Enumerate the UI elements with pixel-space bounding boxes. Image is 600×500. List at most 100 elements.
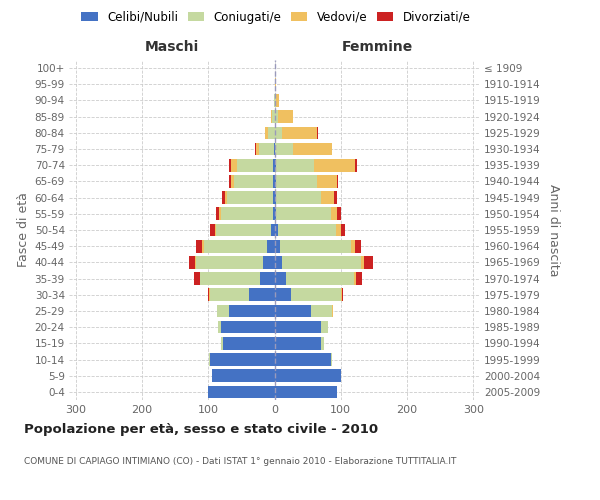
Bar	[337, 208, 341, 220]
Bar	[232, 175, 234, 188]
Bar	[276, 175, 317, 188]
Bar	[226, 192, 227, 204]
Bar	[229, 175, 232, 188]
Y-axis label: Fasce di età: Fasce di età	[17, 192, 31, 268]
Text: Maschi: Maschi	[145, 40, 199, 54]
Bar	[276, 159, 314, 172]
Text: COMUNE DI CAPIAGO INTIMIANO (CO) - Dati ISTAT 1° gennaio 2010 - Elaborazione TUT: COMUNE DI CAPIAGO INTIMIANO (CO) - Dati …	[24, 458, 457, 466]
Bar	[232, 159, 237, 172]
Bar	[321, 192, 334, 204]
Bar	[271, 110, 272, 123]
Bar	[209, 224, 215, 236]
Bar	[221, 321, 275, 334]
Bar	[291, 288, 341, 301]
Bar	[333, 304, 334, 318]
Bar	[364, 256, 373, 268]
Bar	[272, 175, 275, 188]
Bar	[272, 110, 275, 123]
Bar	[215, 224, 216, 236]
Bar	[275, 110, 278, 123]
Bar	[237, 159, 273, 172]
Bar	[200, 272, 260, 285]
Bar	[275, 353, 331, 366]
Bar	[275, 224, 278, 236]
Bar	[266, 240, 275, 252]
Bar	[283, 256, 361, 268]
Bar	[341, 288, 342, 301]
Bar	[250, 288, 275, 301]
Bar	[331, 353, 332, 366]
Bar	[332, 304, 333, 318]
Bar	[275, 192, 276, 204]
Bar	[275, 159, 276, 172]
Bar	[355, 240, 361, 252]
Bar	[202, 240, 203, 252]
Bar	[275, 175, 276, 188]
Bar	[271, 224, 275, 236]
Bar	[283, 126, 317, 139]
Bar	[272, 208, 275, 220]
Bar	[321, 337, 324, 349]
Bar	[276, 192, 321, 204]
Bar	[275, 288, 291, 301]
Bar	[275, 78, 276, 90]
Bar	[222, 192, 226, 204]
Bar	[265, 126, 268, 139]
Bar	[216, 224, 271, 236]
Bar	[208, 386, 275, 398]
Bar	[275, 304, 311, 318]
Bar	[209, 288, 250, 301]
Bar	[356, 272, 362, 285]
Bar	[272, 192, 275, 204]
Bar	[196, 256, 263, 268]
Bar	[208, 288, 209, 301]
Bar	[355, 159, 358, 172]
Bar	[221, 208, 272, 220]
Bar	[196, 240, 202, 252]
Bar	[194, 272, 200, 285]
Bar	[275, 208, 277, 220]
Bar	[321, 321, 328, 334]
Bar	[203, 240, 266, 252]
Bar	[337, 175, 338, 188]
Bar	[342, 288, 343, 301]
Bar	[255, 142, 256, 156]
Bar	[354, 272, 356, 285]
Bar	[317, 175, 337, 188]
Bar	[217, 304, 229, 318]
Legend: Celibi/Nubili, Coniugati/e, Vedovi/e, Divorziati/e: Celibi/Nubili, Coniugati/e, Vedovi/e, Di…	[76, 6, 476, 28]
Y-axis label: Anni di nascita: Anni di nascita	[547, 184, 560, 276]
Bar	[263, 256, 275, 268]
Bar	[336, 224, 341, 236]
Bar	[275, 370, 341, 382]
Bar	[352, 240, 355, 252]
Bar	[275, 386, 337, 398]
Bar	[277, 94, 279, 107]
Bar	[275, 321, 321, 334]
Bar	[260, 272, 275, 285]
Bar	[195, 256, 196, 268]
Bar	[274, 142, 275, 156]
Bar	[275, 337, 321, 349]
Bar	[229, 304, 275, 318]
Bar	[331, 208, 337, 220]
Bar	[227, 192, 272, 204]
Bar	[273, 159, 275, 172]
Bar	[361, 256, 364, 268]
Bar	[277, 208, 331, 220]
Bar	[286, 272, 354, 285]
Bar	[280, 240, 352, 252]
Bar	[275, 240, 280, 252]
Bar	[221, 337, 223, 349]
Bar	[334, 192, 337, 204]
Bar	[274, 94, 275, 107]
Bar	[212, 370, 275, 382]
Bar	[218, 321, 221, 334]
Bar	[234, 175, 272, 188]
Bar	[341, 224, 345, 236]
Bar	[278, 224, 336, 236]
Bar	[275, 256, 283, 268]
Bar	[229, 159, 232, 172]
Bar	[278, 110, 293, 123]
Bar	[275, 142, 293, 156]
